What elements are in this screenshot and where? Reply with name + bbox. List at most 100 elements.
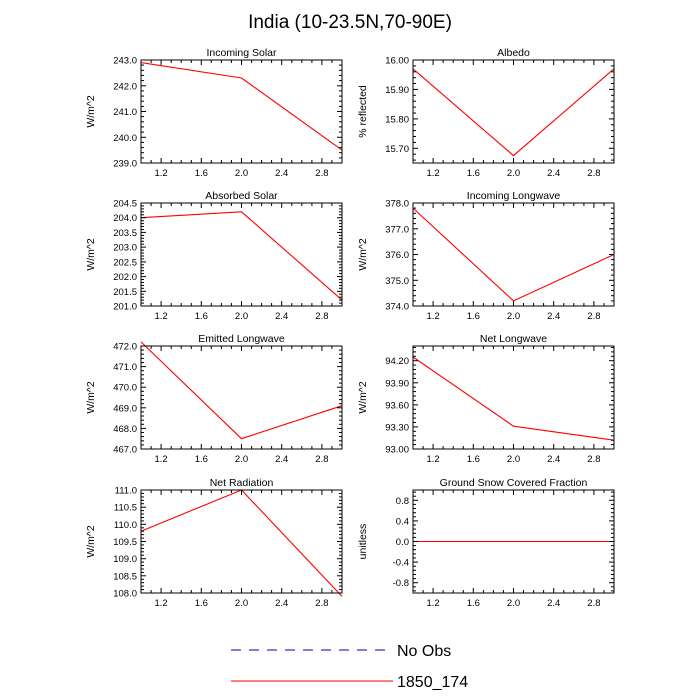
series-line-1850-174	[412, 207, 615, 302]
x-tick-label: 2.8	[315, 311, 328, 322]
y-tick-label: 94.20	[385, 356, 409, 367]
panel-albedo: Albedo 1.2 1.6 2.0 2.4 2.8 15.70 15.80 15.90 16.0…	[357, 47, 615, 179]
y-tick-label: 243.0	[113, 56, 137, 67]
y-tick-label: 471.0	[113, 362, 137, 373]
panel-ground-snow-covered-fraction: Ground Snow Covered Fraction 1.2 1.6 2.0 2.4…	[357, 477, 615, 609]
panel-title: Incoming Solar	[206, 47, 277, 59]
y-tick-label: 93.00	[385, 445, 409, 456]
y-tick-label: 467.0	[113, 445, 137, 456]
y-tick-label: 15.70	[385, 144, 409, 155]
x-tick-label: 2.4	[275, 311, 288, 322]
y-axis-label: % reflected	[357, 85, 369, 138]
x-tick-label: 2.8	[315, 598, 328, 609]
y-tick-label: 202.5	[113, 257, 137, 268]
x-tick-label: 2.4	[547, 311, 560, 322]
y-tick-label: 109.0	[113, 554, 137, 565]
panel-absorbed-solar: Absorbed Solar 1.2 1.6 2.0 2.4 2.8 201.0 201.5 2…	[85, 190, 343, 322]
plot-frame	[412, 59, 615, 164]
panel-title: Emitted Longwave	[198, 333, 285, 345]
x-tick-label: 2.4	[275, 454, 288, 465]
x-tick-label: 1.6	[467, 168, 480, 179]
plot-frame	[140, 489, 343, 594]
y-tick-label: 203.5	[113, 228, 137, 239]
panel-title: Albedo	[497, 47, 530, 59]
x-tick-label: 1.2	[426, 311, 439, 322]
x-tick-label: 2.0	[235, 454, 248, 465]
y-tick-label: 378.0	[385, 199, 409, 210]
legend: No Obs 1850_174	[231, 643, 468, 691]
y-tick-label: 15.80	[385, 114, 409, 125]
y-tick-label: 108.0	[113, 589, 137, 600]
figure-title: India (10-23.5N,70-90E)	[248, 12, 452, 33]
x-tick-label: 1.2	[154, 168, 167, 179]
x-tick-label: 2.8	[315, 454, 328, 465]
y-axis-label: W/m^2	[85, 381, 97, 414]
series-line-1850-174	[140, 211, 343, 301]
plot-frame	[140, 202, 343, 307]
y-tick-label: 241.0	[113, 107, 137, 118]
x-tick-label: 1.2	[154, 598, 167, 609]
x-tick-label: 1.6	[467, 454, 480, 465]
x-tick-label: 2.4	[275, 598, 288, 609]
x-tick-label: 2.8	[587, 311, 600, 322]
series-line-1850-174	[140, 341, 343, 440]
y-tick-label: 204.5	[113, 199, 137, 210]
y-tick-label: 0.4	[396, 516, 409, 527]
y-tick-label: -0.8	[393, 578, 409, 589]
legend-label-1850-174: 1850_174	[397, 674, 468, 691]
panel-incoming-solar: Incoming Solar 1.2 1.6 2.0 2.4 2.8 239.0 240.0 2…	[85, 47, 343, 179]
y-tick-label: 93.60	[385, 400, 409, 411]
y-tick-label: 110.0	[114, 520, 137, 531]
series-line-1850-174	[412, 68, 615, 157]
x-tick-label: 2.0	[235, 311, 248, 322]
x-tick-label: 2.8	[587, 168, 600, 179]
y-tick-label: 468.0	[113, 424, 137, 435]
x-tick-label: 2.0	[235, 168, 248, 179]
y-tick-label: 93.30	[385, 422, 409, 433]
y-tick-label: 108.5	[113, 571, 137, 582]
y-tick-label: -0.4	[393, 558, 409, 569]
y-tick-label: 93.90	[385, 378, 409, 389]
x-tick-label: 2.4	[547, 454, 560, 465]
panel-title: Net Radiation	[210, 477, 274, 489]
y-tick-label: 202.0	[113, 272, 137, 283]
y-tick-label: 204.0	[113, 213, 137, 224]
x-tick-label: 1.6	[195, 168, 208, 179]
x-tick-label: 1.2	[426, 598, 439, 609]
x-tick-label: 2.0	[507, 311, 520, 322]
y-tick-label: 239.0	[113, 159, 137, 170]
y-axis-label: W/m^2	[85, 238, 97, 271]
x-tick-label: 2.4	[547, 168, 560, 179]
y-tick-label: 242.0	[113, 81, 137, 92]
y-tick-label: 16.00	[385, 56, 409, 67]
panel-incoming-longwave: Incoming Longwave 1.2 1.6 2.0 2.4 2.8 374.0 375…	[357, 190, 615, 322]
y-axis-label: W/m^2	[357, 381, 369, 414]
y-tick-label: 110.5	[114, 503, 137, 514]
y-tick-label: 240.0	[113, 133, 137, 144]
x-tick-label: 1.6	[195, 311, 208, 322]
y-tick-label: 15.90	[385, 85, 409, 96]
x-tick-label: 2.0	[507, 168, 520, 179]
x-tick-label: 1.6	[467, 598, 480, 609]
x-tick-label: 2.8	[587, 454, 600, 465]
panel-emitted-longwave: Emitted Longwave 1.2 1.6 2.0 2.4 2.8 467.0 468.…	[85, 333, 343, 465]
y-tick-label: 0.8	[396, 496, 409, 507]
x-tick-label: 2.4	[275, 168, 288, 179]
series-line-1850-174	[140, 489, 343, 597]
series-line-1850-174	[412, 356, 615, 441]
plot-frame	[412, 202, 615, 307]
legend-label-no-obs: No Obs	[397, 643, 451, 660]
x-tick-label: 1.6	[195, 598, 208, 609]
y-tick-label: 109.5	[113, 537, 137, 548]
panel-title: Ground Snow Covered Fraction	[440, 477, 588, 489]
y-tick-label: 377.0	[385, 224, 409, 235]
x-tick-label: 1.2	[154, 454, 167, 465]
plot-frame	[140, 345, 343, 450]
y-tick-label: 374.0	[385, 302, 409, 313]
x-tick-label: 2.8	[315, 168, 328, 179]
x-tick-label: 1.2	[426, 168, 439, 179]
x-tick-label: 2.4	[547, 598, 560, 609]
plot-frame	[140, 59, 343, 164]
y-tick-label: 201.5	[113, 287, 137, 298]
